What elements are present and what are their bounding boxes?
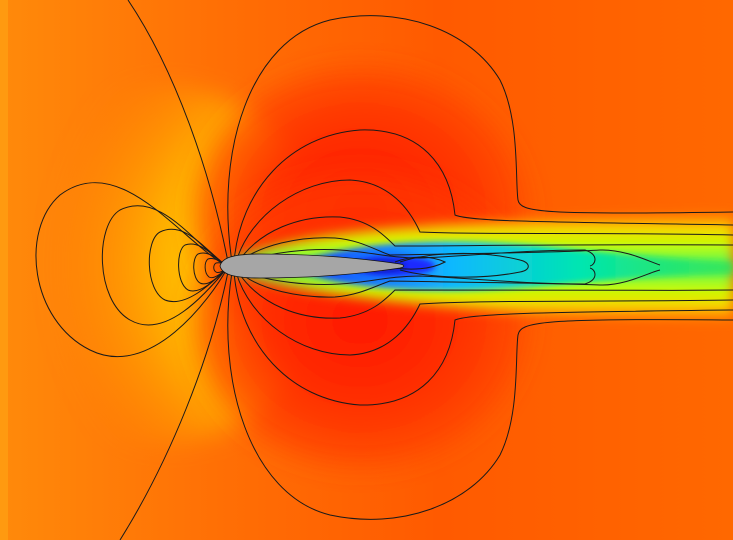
acceleration-region-lower [190,170,530,470]
contour-lines [35,0,733,540]
wake-core [300,241,733,291]
airfoil-shape [219,253,405,279]
